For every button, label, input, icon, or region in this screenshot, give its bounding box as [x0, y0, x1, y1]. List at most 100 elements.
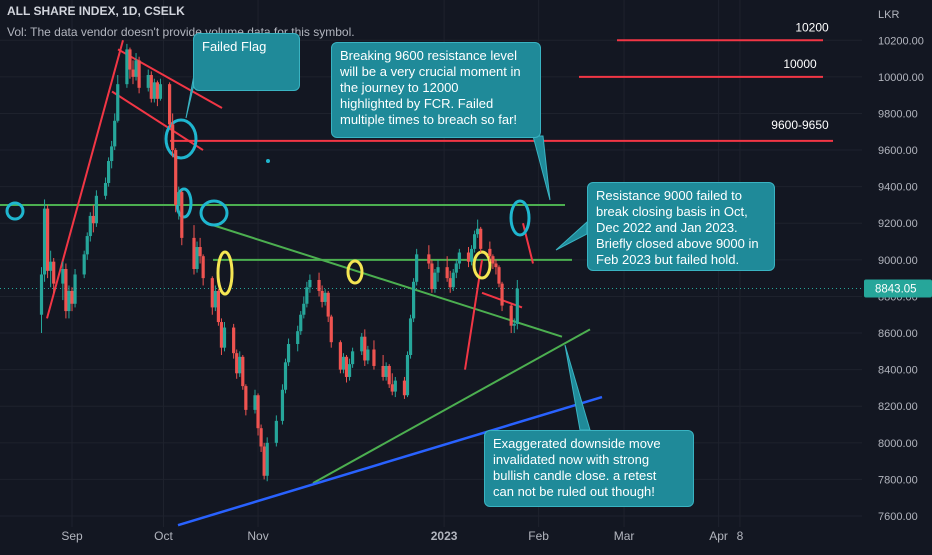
time-tick-label: Oct [154, 529, 173, 543]
downside-pointer [564, 344, 591, 431]
price-tick-label: 9000.00 [878, 255, 918, 267]
downside-callout[interactable]: Exaggerated downside move invalidated no… [484, 430, 694, 507]
price-tick-label: 9800.00 [878, 108, 918, 120]
candle-body [82, 254, 86, 275]
candle-body [46, 208, 50, 271]
candle-body [320, 290, 324, 302]
callout-line: Exaggerated downside move [493, 436, 661, 451]
candle-body [405, 354, 410, 396]
candle-body [402, 380, 407, 396]
candle-body [42, 208, 47, 275]
candle-body [70, 290, 74, 304]
candle-body [326, 292, 330, 317]
candles [39, 43, 519, 482]
candle-body [323, 292, 327, 302]
candle-body [198, 247, 202, 257]
candle-body [509, 305, 513, 326]
last-price-label: 8843.05 [875, 284, 917, 296]
candle-body [415, 254, 419, 282]
candle-body [436, 267, 440, 273]
callout-line: break closing basis in Oct, [596, 204, 748, 219]
resistance-9600-callout[interactable]: Breaking 9600 resistance level will be a… [331, 42, 541, 138]
symbol-title[interactable]: ALL SHARE INDEX, 1D, CSELK [7, 4, 185, 18]
candle-body [341, 356, 346, 370]
candle-body [408, 318, 413, 355]
candle-body [174, 150, 178, 205]
candle-body [262, 446, 266, 476]
time-tick-label: 8 [737, 529, 744, 543]
descending-trendline [206, 222, 563, 338]
candle-body [244, 386, 248, 410]
candle-body [317, 279, 321, 291]
currency-label: LKR [878, 9, 899, 21]
price-tick-label: 10000.00 [878, 72, 924, 84]
price-tick-label: 8400.00 [878, 365, 918, 377]
callout-line: the journey to 12000 [340, 80, 459, 95]
candle-body [85, 236, 89, 255]
candle-body [125, 49, 129, 85]
candle-body [232, 327, 236, 354]
candle-body [351, 351, 355, 365]
last-price-badge [864, 279, 932, 298]
candle-body [494, 263, 498, 268]
price-tick-label: 9400.00 [878, 182, 918, 194]
candle-body [430, 263, 434, 290]
price-tick-label: 7800.00 [878, 474, 918, 486]
candle-body [302, 303, 306, 315]
candle-body [171, 124, 175, 151]
candle-body [274, 420, 278, 443]
callout-line: multiple times to breach so far! [340, 112, 518, 127]
candle-body [192, 237, 196, 269]
candle-body [155, 82, 159, 99]
failed-flag-text: Failed Flag [202, 39, 267, 54]
highlight-circle [509, 199, 531, 237]
highlight-circle [216, 250, 234, 296]
callout-line: Feb 2023 but failed hold. [596, 252, 740, 267]
candle-body [67, 290, 71, 312]
candle-body [241, 356, 245, 387]
spike-line [522, 223, 534, 264]
marker-dot [266, 159, 270, 163]
candle-body [103, 182, 108, 196]
candle-body [308, 279, 312, 288]
candle-body [280, 389, 285, 421]
time-axis[interactable]: Sep Oct Nov 2023 Feb Mar Apr 8 [61, 529, 743, 543]
volume-note: Vol: The data vendor doesn't provide vol… [7, 25, 355, 39]
candle-body [180, 192, 184, 238]
callout-line: invalidated now with strong [493, 452, 650, 467]
resistance-9000-callout[interactable]: Resistance 9000 failed to break closing … [587, 182, 775, 271]
candle-body [500, 283, 504, 306]
callout-line: Breaking 9600 resistance level [340, 48, 518, 63]
failed-flag-callout[interactable]: Failed Flag [193, 33, 300, 91]
callout-line: will be a very crucial moment in [340, 64, 521, 79]
time-tick-label: Feb [528, 529, 549, 543]
candle-body [412, 281, 416, 319]
price-axis[interactable]: 10200.00 10000.00 9800.00 9600.00 9400.00 920… [864, 9, 932, 523]
candle-body [256, 395, 260, 429]
candle-body [387, 365, 391, 385]
grid-lines [0, 0, 862, 527]
candle-body [94, 195, 98, 224]
candle-body [448, 278, 452, 288]
candle-body [52, 261, 56, 284]
candle-body [363, 336, 367, 361]
callout-line: bullish candle close. a retest [493, 468, 657, 483]
uptrend-line [46, 39, 124, 319]
candle-body [469, 248, 474, 262]
candle-body [152, 82, 156, 99]
highlight-circle [5, 201, 25, 221]
candle-body [512, 323, 516, 326]
time-tick-label: 2023 [431, 529, 458, 543]
level-10200-label: 10200 [795, 20, 829, 34]
price-tick-label: 9600.00 [878, 145, 918, 157]
candle-body [515, 288, 519, 324]
candle-body [210, 278, 214, 308]
price-tick-label: 8200.00 [878, 401, 918, 413]
time-tick-label: Apr [709, 529, 728, 543]
candle-body [177, 192, 181, 205]
candle-body [296, 331, 300, 345]
candle-body [149, 75, 153, 99]
candle-body [110, 146, 114, 162]
